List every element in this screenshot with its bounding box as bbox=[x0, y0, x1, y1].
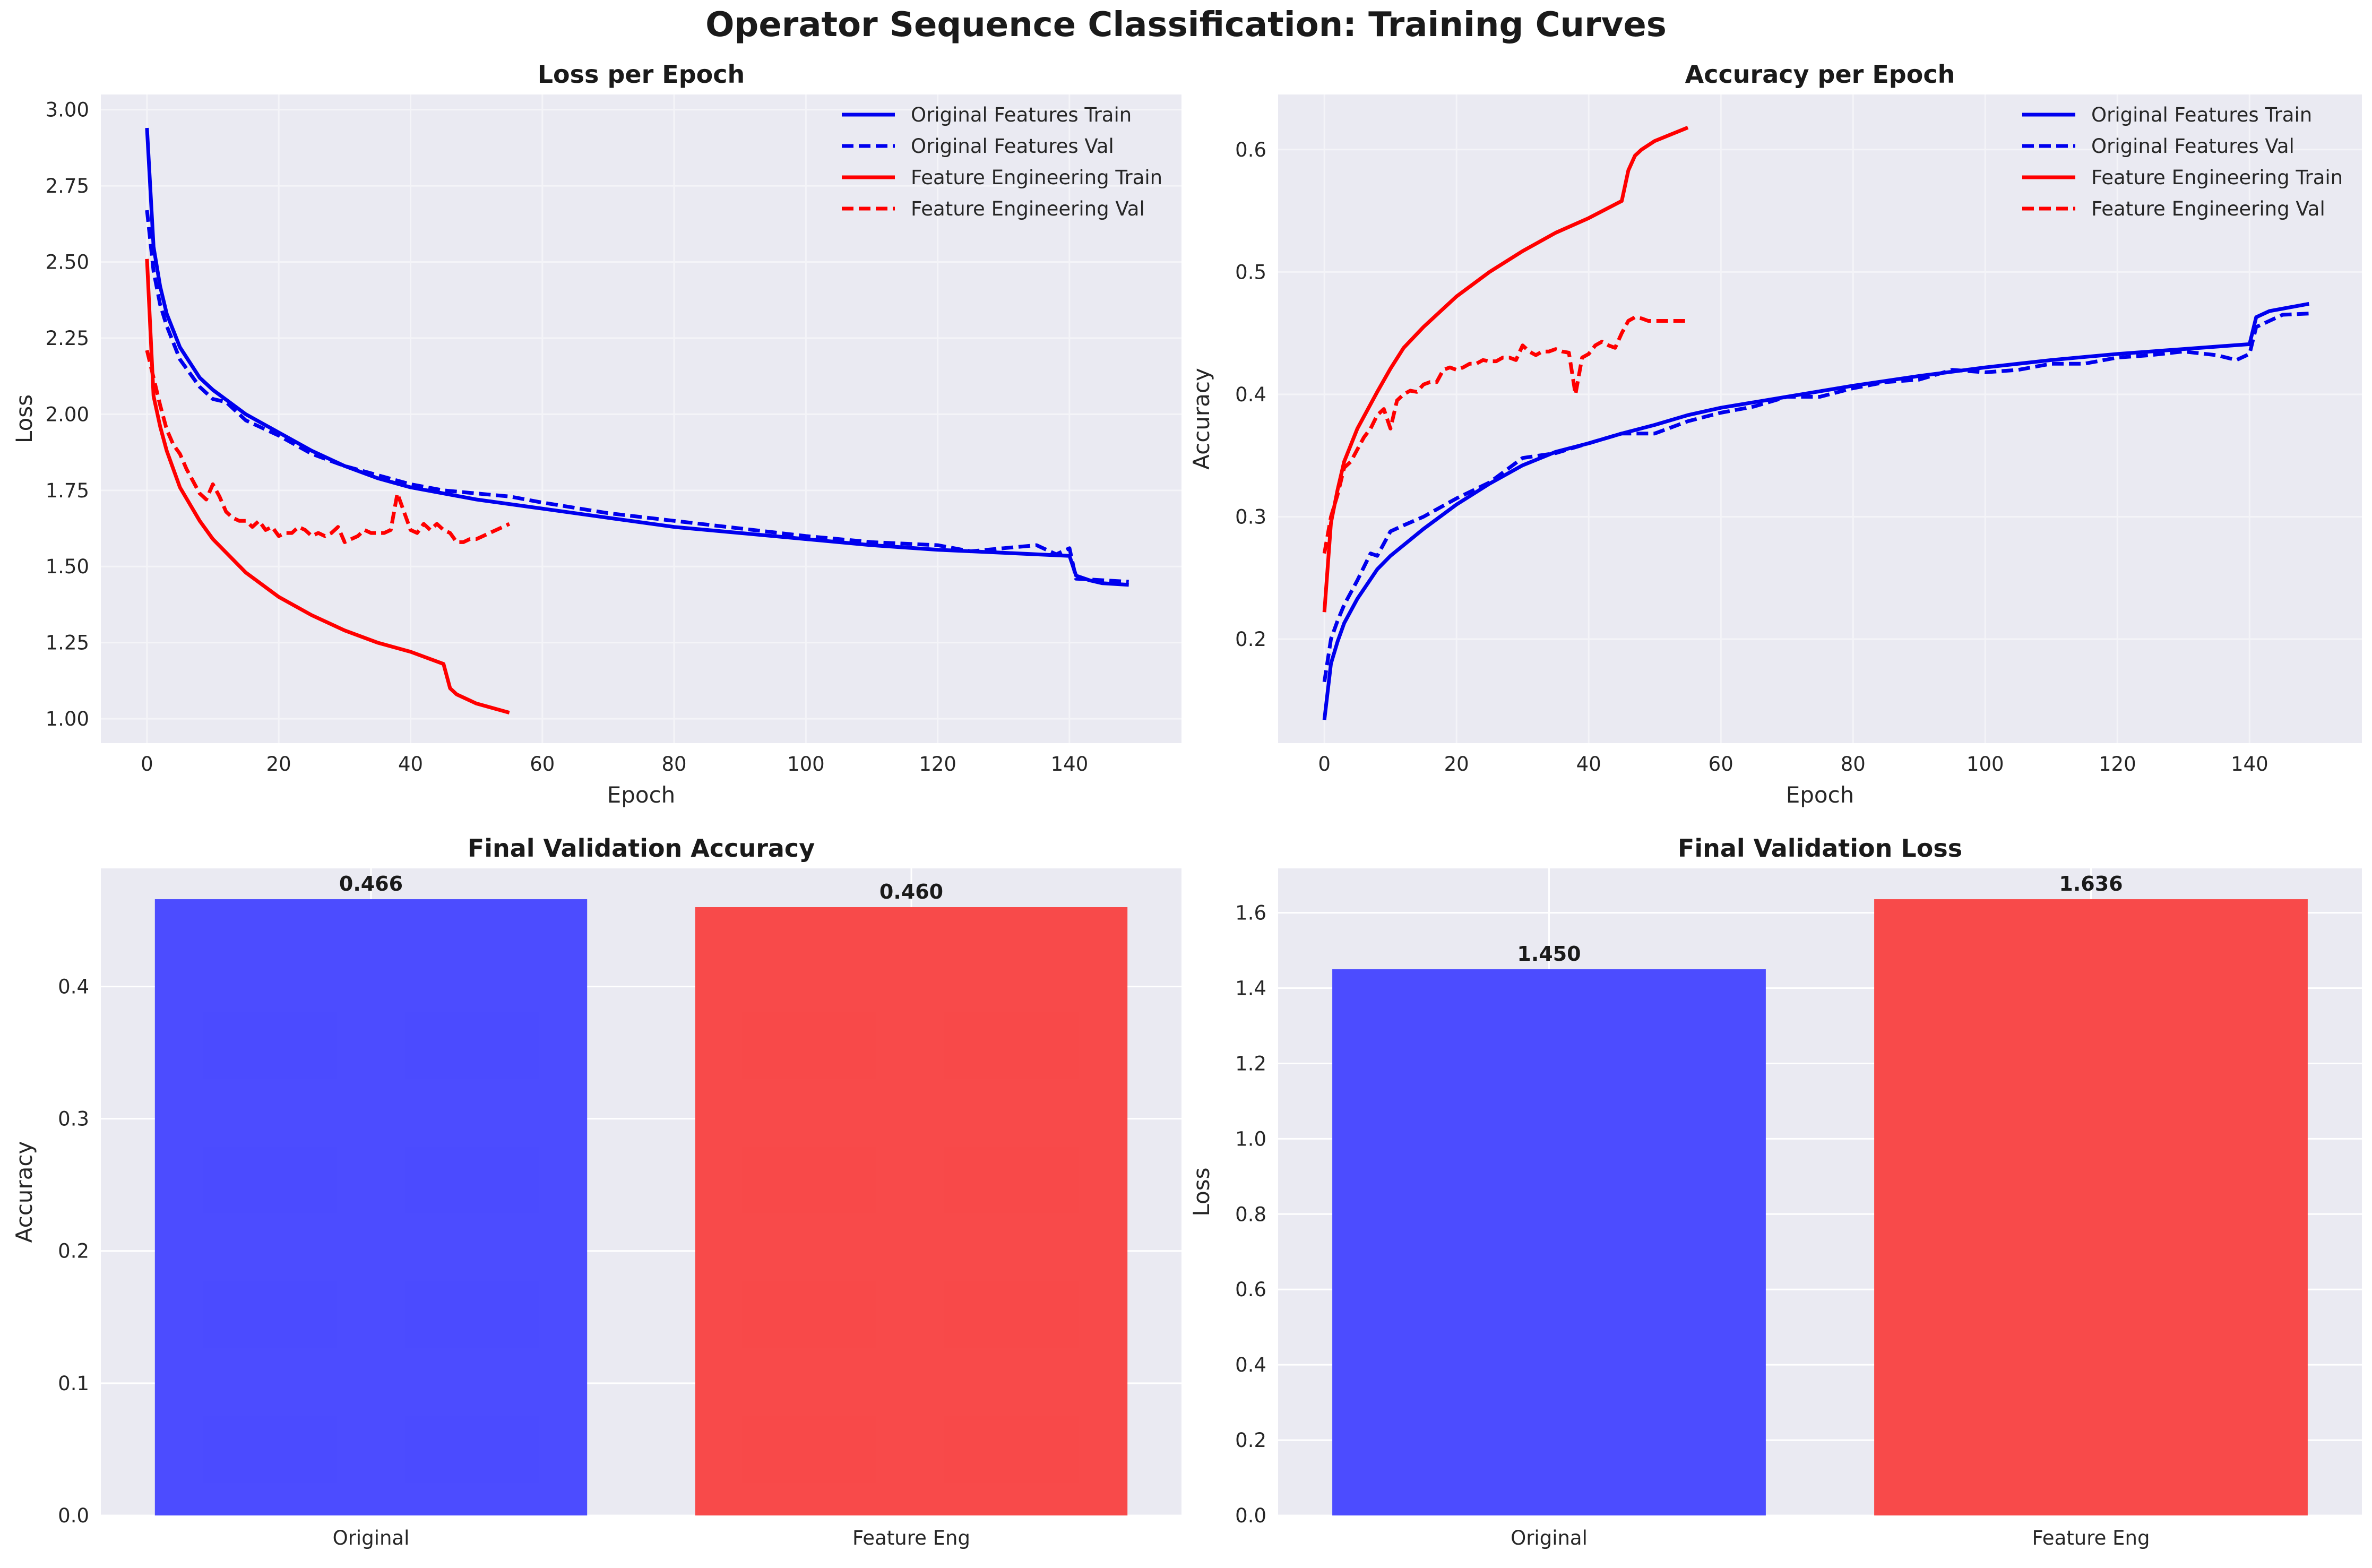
series-line-original-features-val bbox=[145, 210, 1129, 584]
y-tick-label: 1.6 bbox=[1235, 902, 1266, 925]
series-line-original-features-train bbox=[1322, 301, 2310, 720]
y-tick-label: 1.4 bbox=[1235, 977, 1266, 1000]
y-tick-label: 0.5 bbox=[1235, 261, 1266, 283]
y-tick-label: 2.50 bbox=[46, 251, 89, 274]
x-tick-label: Original bbox=[333, 1527, 410, 1549]
x-tick-label: Feature Eng bbox=[852, 1527, 970, 1549]
x-tick-label: 60 bbox=[530, 753, 555, 776]
x-tick-label: 0 bbox=[141, 753, 153, 776]
chart-panel-1: Loss per Epoch Loss 1.00 1.25 1.50 1.75 2.00 2.… bbox=[11, 60, 1181, 808]
y-axis-label: Accuracy bbox=[1188, 368, 1214, 470]
legend-entry: Original Features Train bbox=[2091, 104, 2312, 126]
x-tick-label: Original bbox=[1511, 1527, 1588, 1549]
bar-value-label: 0.466 bbox=[339, 872, 403, 895]
x-axis-label: Epoch bbox=[1786, 782, 1855, 808]
x-tick-label: 120 bbox=[2099, 753, 2136, 776]
y-tick-label: 0.2 bbox=[1235, 628, 1266, 651]
legend: Original Features Train Original Features… bbox=[2022, 104, 2343, 220]
x-tick-label: 40 bbox=[398, 753, 423, 776]
y-tick-label: 3.00 bbox=[46, 99, 89, 122]
x-tick-label: 20 bbox=[1444, 753, 1469, 776]
bar-value-label: 0.460 bbox=[879, 880, 943, 903]
legend-entry: Feature Engineering Train bbox=[911, 166, 1162, 189]
subplot-title: Final Validation Loss bbox=[1678, 834, 1962, 863]
y-tick-label: 0.0 bbox=[58, 1504, 89, 1527]
x-tick-label: 140 bbox=[2231, 753, 2269, 776]
x-tick-label: 100 bbox=[787, 753, 825, 776]
y-axis-label: Loss bbox=[1188, 1167, 1214, 1216]
chart-panel-3: Final Validation Accuracy Accuracy 0.0 0.1 0… bbox=[11, 834, 1181, 1549]
x-axis-label: Epoch bbox=[607, 782, 676, 808]
series-line-feature-engineering-train bbox=[145, 259, 510, 714]
y-tick-label: 2.75 bbox=[46, 175, 89, 197]
bar-original bbox=[154, 899, 588, 1515]
series-line-feature-engineering-val bbox=[1322, 315, 1688, 554]
legend-entry: Feature Engineering Val bbox=[911, 197, 1145, 220]
y-tick-label: 2.25 bbox=[46, 327, 89, 350]
y-tick-label: 0.8 bbox=[1235, 1203, 1266, 1226]
x-tick-label: 100 bbox=[1966, 753, 2004, 776]
y-axis-label: Loss bbox=[11, 394, 37, 443]
subplot-title: Accuracy per Epoch bbox=[1685, 60, 1955, 89]
y-tick-label: 1.25 bbox=[46, 632, 89, 654]
x-tick-label: 120 bbox=[919, 753, 956, 776]
y-axis-label: Accuracy bbox=[11, 1141, 37, 1243]
y-tick-label: 1.0 bbox=[1235, 1127, 1266, 1150]
x-tick-label: 80 bbox=[662, 753, 687, 776]
subplot-title: Final Validation Accuracy bbox=[468, 834, 815, 863]
y-tick-label: 1.75 bbox=[46, 479, 89, 502]
legend-entry: Feature Engineering Train bbox=[2091, 166, 2343, 189]
y-tick-label: 1.00 bbox=[46, 708, 89, 730]
subplot-title: Loss per Epoch bbox=[538, 60, 745, 89]
y-tick-label: 2.00 bbox=[46, 403, 89, 426]
x-tick-label: 60 bbox=[1709, 753, 1733, 776]
x-tick-label: Feature Eng bbox=[2032, 1527, 2150, 1549]
legend-entry: Original Features Val bbox=[911, 135, 1114, 158]
y-tick-label: 0.2 bbox=[58, 1240, 89, 1263]
y-tick-label: 0.0 bbox=[1235, 1504, 1266, 1527]
legend-entry: Original Features Train bbox=[911, 104, 1132, 126]
x-tick-label: 0 bbox=[1318, 753, 1331, 776]
series-line-original-features-val bbox=[1322, 312, 2309, 683]
x-tick-label: 20 bbox=[266, 753, 291, 776]
bar-value-label: 1.450 bbox=[1517, 942, 1581, 966]
y-tick-label: 1.2 bbox=[1235, 1052, 1266, 1075]
chart-panel-2: Accuracy per Epoch Accuracy 0.2 0.3 0.4 0.5 0.… bbox=[1188, 60, 2362, 808]
chart-panel-4: Final Validation Loss Loss 0.0 0.2 0.4 0.6 0.8… bbox=[1188, 834, 2362, 1549]
y-tick-label: 0.4 bbox=[58, 975, 89, 998]
series-line-feature-engineering-val bbox=[145, 350, 511, 544]
figure-title: Operator Sequence Classification: Traini… bbox=[705, 5, 1667, 45]
y-tick-label: 0.6 bbox=[1235, 139, 1266, 161]
y-tick-label: 1.50 bbox=[46, 555, 89, 578]
y-tick-label: 0.1 bbox=[58, 1372, 89, 1395]
plot-area bbox=[1278, 94, 2362, 743]
x-tick-label: 80 bbox=[1841, 753, 1866, 776]
y-tick-label: 0.4 bbox=[1235, 383, 1266, 406]
legend: Original Features Train Original Features… bbox=[842, 104, 1162, 220]
legend-entry: Original Features Val bbox=[2091, 135, 2295, 158]
y-tick-label: 0.6 bbox=[1235, 1278, 1266, 1301]
y-tick-label: 0.2 bbox=[1235, 1429, 1266, 1452]
bar-value-label: 1.636 bbox=[2059, 872, 2123, 895]
plot-area bbox=[101, 94, 1181, 743]
bar-feature-eng bbox=[695, 907, 1128, 1515]
y-tick-label: 0.3 bbox=[1235, 505, 1266, 528]
y-tick-label: 0.4 bbox=[1235, 1354, 1266, 1376]
bar-feature-eng bbox=[1874, 899, 2308, 1515]
bar-original bbox=[1332, 969, 1766, 1515]
series-line-feature-engineering-train bbox=[1322, 126, 1689, 613]
series-line-original-features-train bbox=[145, 127, 1129, 587]
y-tick-label: 0.3 bbox=[58, 1108, 89, 1131]
legend-entry: Feature Engineering Val bbox=[2091, 197, 2325, 220]
x-tick-label: 140 bbox=[1051, 753, 1089, 776]
x-tick-label: 40 bbox=[1576, 753, 1601, 776]
